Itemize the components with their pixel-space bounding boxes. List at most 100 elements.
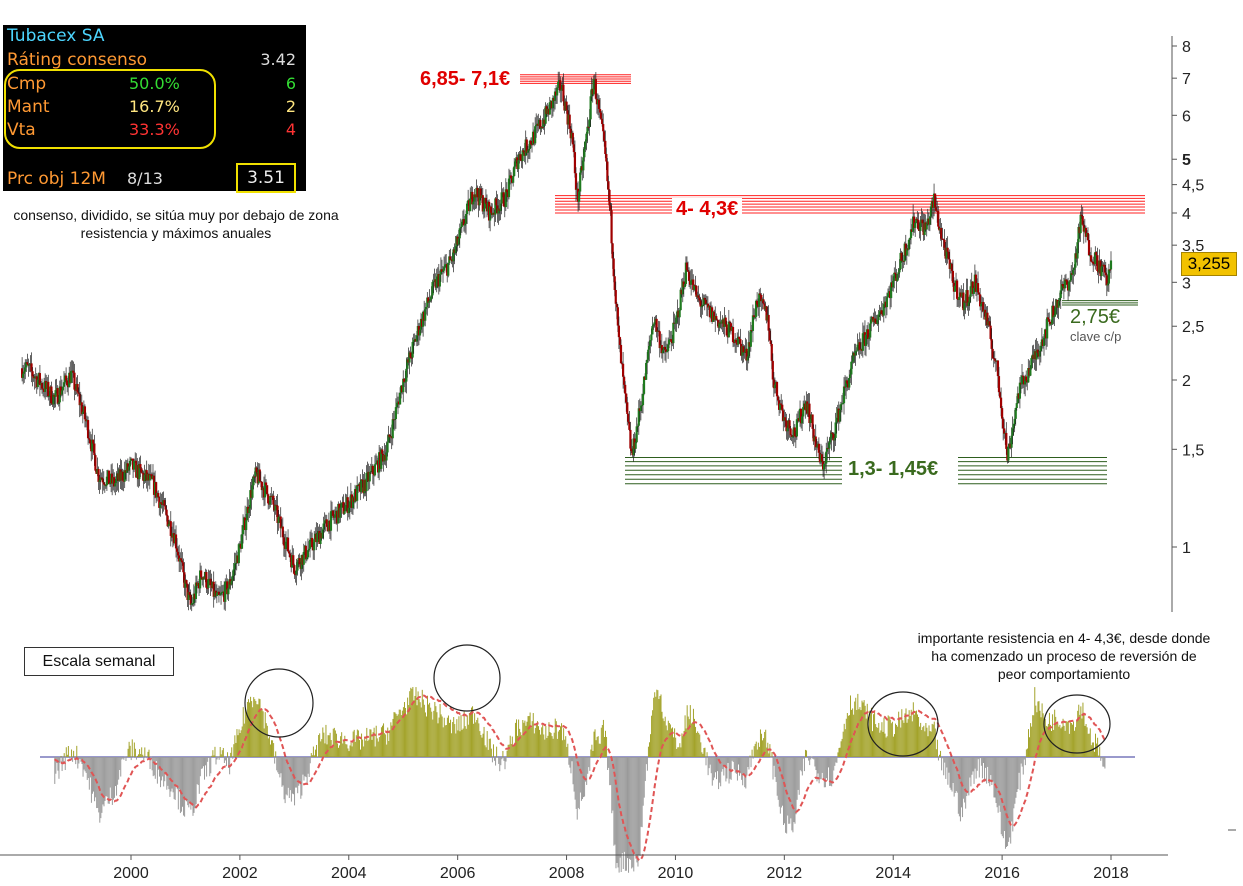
candle-body: [60, 390, 63, 395]
candle-body: [339, 507, 342, 518]
candle-body: [98, 480, 101, 482]
hold-pct: 16.7%: [129, 97, 180, 116]
candle-body: [1080, 214, 1083, 217]
candle-body: [607, 181, 610, 190]
candle-body: [1107, 269, 1111, 284]
candle-body: [585, 133, 588, 142]
candle-body: [513, 166, 516, 177]
candle-body: [945, 247, 948, 259]
candle-body: [93, 443, 96, 456]
candle-body: [658, 331, 661, 349]
candle-body: [823, 463, 826, 470]
candle-body: [824, 463, 827, 465]
candle-body: [898, 269, 901, 273]
candle-body: [410, 357, 413, 359]
candle-body: [1079, 214, 1082, 234]
candle-body: [1054, 307, 1057, 316]
candle-body: [998, 392, 1002, 398]
candle-body: [652, 324, 655, 327]
candle-body: [175, 548, 179, 552]
candle-body: [700, 306, 703, 308]
candle-body: [361, 479, 364, 481]
candle-body: [1053, 315, 1056, 318]
candle-body: [1100, 266, 1103, 277]
candle-body: [790, 435, 793, 437]
candle-body: [958, 296, 961, 301]
candle-body: [753, 316, 757, 318]
candle-body: [373, 464, 377, 476]
candle-body: [139, 464, 142, 469]
candle-body: [1011, 428, 1014, 436]
buy-count: 6: [285, 74, 296, 93]
candle-body: [768, 330, 771, 341]
candle-body: [612, 258, 615, 277]
candle-body: [56, 388, 59, 404]
candle-body: [980, 303, 983, 307]
candle-body: [143, 474, 146, 482]
candle-body: [380, 449, 383, 469]
candle-body: [907, 239, 911, 250]
candle-body: [502, 192, 505, 207]
candle-body: [601, 118, 604, 125]
candle-body: [675, 315, 678, 323]
candle-body: [205, 572, 208, 588]
candle-body: [525, 139, 528, 153]
candle-body: [942, 238, 945, 240]
candle-body: [388, 434, 391, 438]
candle-body: [183, 572, 186, 588]
candle-body: [752, 315, 756, 318]
candle-body: [430, 295, 433, 300]
candle-body: [695, 285, 698, 297]
candle-body: [479, 188, 482, 198]
candle-body: [738, 336, 741, 340]
candle-body: [976, 283, 980, 293]
candle-body: [365, 473, 368, 492]
candle-body: [685, 262, 689, 271]
candle-body: [292, 555, 295, 566]
candle-body: [1002, 418, 1005, 429]
candle-body: [395, 402, 399, 408]
candle-body: [832, 433, 835, 441]
candle-body: [890, 282, 893, 299]
candle-body: [346, 497, 349, 514]
candle-body: [66, 380, 69, 386]
candle-body: [114, 483, 117, 487]
candle-body: [535, 124, 538, 127]
candle-body: [866, 329, 870, 339]
candle-body: [829, 438, 832, 443]
highlight-circle: [867, 691, 939, 757]
candle-body: [831, 432, 834, 434]
candle-body: [441, 270, 445, 272]
candle-body: [878, 311, 881, 315]
candle-body: [894, 272, 897, 274]
candle-body: [642, 376, 646, 394]
candle-body: [272, 495, 275, 505]
candle-body: [655, 318, 658, 332]
candle-body: [356, 485, 359, 501]
candle-body: [489, 206, 492, 221]
candle-body: [814, 436, 817, 448]
candle-body: [615, 303, 618, 308]
candle-body: [623, 376, 626, 385]
candle-body: [598, 109, 602, 113]
candle-body: [348, 501, 351, 508]
candle-body: [617, 325, 621, 338]
candle-body: [672, 322, 675, 344]
candle-body: [699, 300, 702, 307]
candle-body: [935, 207, 938, 211]
candle-body: [403, 378, 406, 383]
candle-body: [1042, 337, 1046, 346]
candle-body: [785, 420, 788, 432]
candle-body: [529, 140, 533, 145]
candle-body: [880, 310, 883, 315]
candle-body: [739, 339, 742, 345]
candle-body: [308, 539, 312, 549]
candle-body: [788, 420, 791, 429]
candle-body: [194, 582, 198, 599]
candle-body: [626, 402, 629, 414]
candle-body: [842, 386, 846, 404]
candle-body: [815, 446, 818, 448]
candle-body: [553, 91, 557, 101]
candle-body: [771, 360, 774, 380]
candle-body: [412, 339, 415, 342]
